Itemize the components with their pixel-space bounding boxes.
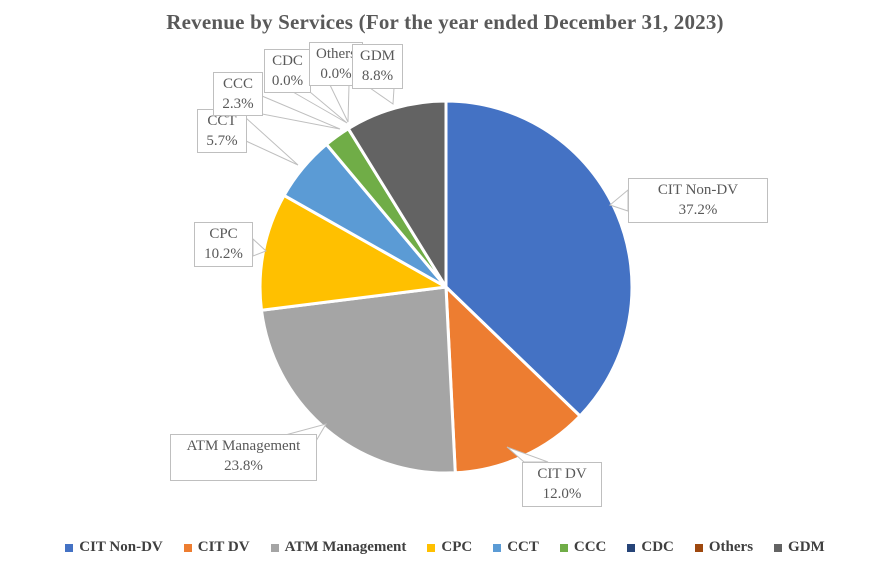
data-label-value: 12.0% (542, 486, 582, 502)
legend-label: GDM (788, 539, 825, 555)
data-label-name: Others (316, 46, 356, 62)
data-label-value: 10.2% (204, 246, 243, 262)
data-label-cdc: CDC 0.0% (264, 49, 311, 93)
legend-item-cct: CCT (493, 539, 539, 556)
pie-slice-atm-management (260, 285, 457, 475)
data-label-value: 5.7% (206, 133, 238, 149)
legend-item-ccc: CCC (559, 539, 607, 556)
legend-item-cpc: CPC (427, 539, 472, 556)
data-label-value: 0.0% (320, 66, 352, 82)
data-label-atm-management: ATM Management 23.8% (170, 434, 317, 481)
legend: CIT Non-DV CIT DV ATM Management CPC CCT… (0, 539, 890, 556)
data-label-value: 37.2% (678, 202, 718, 218)
data-label-cpc: CPC 10.2% (194, 222, 253, 267)
legend-label: Others (708, 539, 754, 555)
callout-pointer-gdm (368, 87, 395, 105)
legend-swatch (559, 543, 568, 552)
data-label-name: CIT DV (537, 466, 587, 482)
data-label-name: ATM Management (186, 438, 301, 454)
legend-swatch (627, 543, 636, 552)
callout-pointer-cpc (252, 237, 267, 257)
data-label-name: CCT (207, 113, 237, 129)
data-label-ccc: CCC 2.3% (213, 72, 263, 116)
legend-item-atm-management: ATM Management (270, 539, 407, 556)
chart-title: Revenue by Services (For the year ended … (166, 10, 724, 34)
legend-label: CCT (507, 539, 539, 555)
pie-slice-gdm (346, 99, 448, 289)
data-label-value: 8.8% (361, 68, 394, 84)
legend-item-cdc: CDC (627, 539, 674, 556)
legend-label: CCC (573, 539, 607, 555)
data-label-name: CIT Non-DV (657, 182, 739, 198)
legend-label: CIT DV (197, 539, 250, 555)
legend-swatch (493, 543, 502, 552)
legend-swatch (183, 543, 192, 552)
data-label-name: CDC (272, 53, 303, 69)
data-label-cct: CCT 5.7% (197, 109, 247, 153)
legend-swatch (774, 543, 783, 552)
legend-swatch (694, 543, 703, 552)
legend-swatch (270, 543, 279, 552)
legend-item-cit-non-dv: CIT Non-DV (65, 539, 163, 556)
data-label-cit-dv: CIT DV 12.0% (522, 462, 602, 507)
data-label-value: 0.0% (271, 73, 304, 89)
data-label-name: GDM (359, 48, 395, 64)
legend-label: CIT Non-DV (79, 539, 163, 555)
data-label-cit-non-dv: CIT Non-DV 37.2% (628, 178, 768, 223)
legend-label: ATM Management (284, 539, 407, 555)
data-label-value: 23.8% (224, 458, 263, 474)
callout-pointer-cct (245, 116, 299, 166)
data-label-value: 2.3% (222, 96, 254, 112)
legend-label: CDC (641, 539, 674, 555)
legend-item-cit-dv: CIT DV (183, 539, 250, 556)
legend-swatch (65, 543, 74, 552)
legend-swatch (427, 543, 436, 552)
data-label-gdm: GDM 8.8% (352, 44, 403, 89)
data-label-name: CPC (209, 226, 238, 242)
legend-item-gdm: GDM (774, 539, 825, 556)
data-label-name: CCC (222, 76, 253, 92)
legend-label: CPC (441, 539, 473, 555)
legend-item-others: Others (694, 539, 754, 556)
pie-slice-cit-non-dv (444, 99, 634, 418)
